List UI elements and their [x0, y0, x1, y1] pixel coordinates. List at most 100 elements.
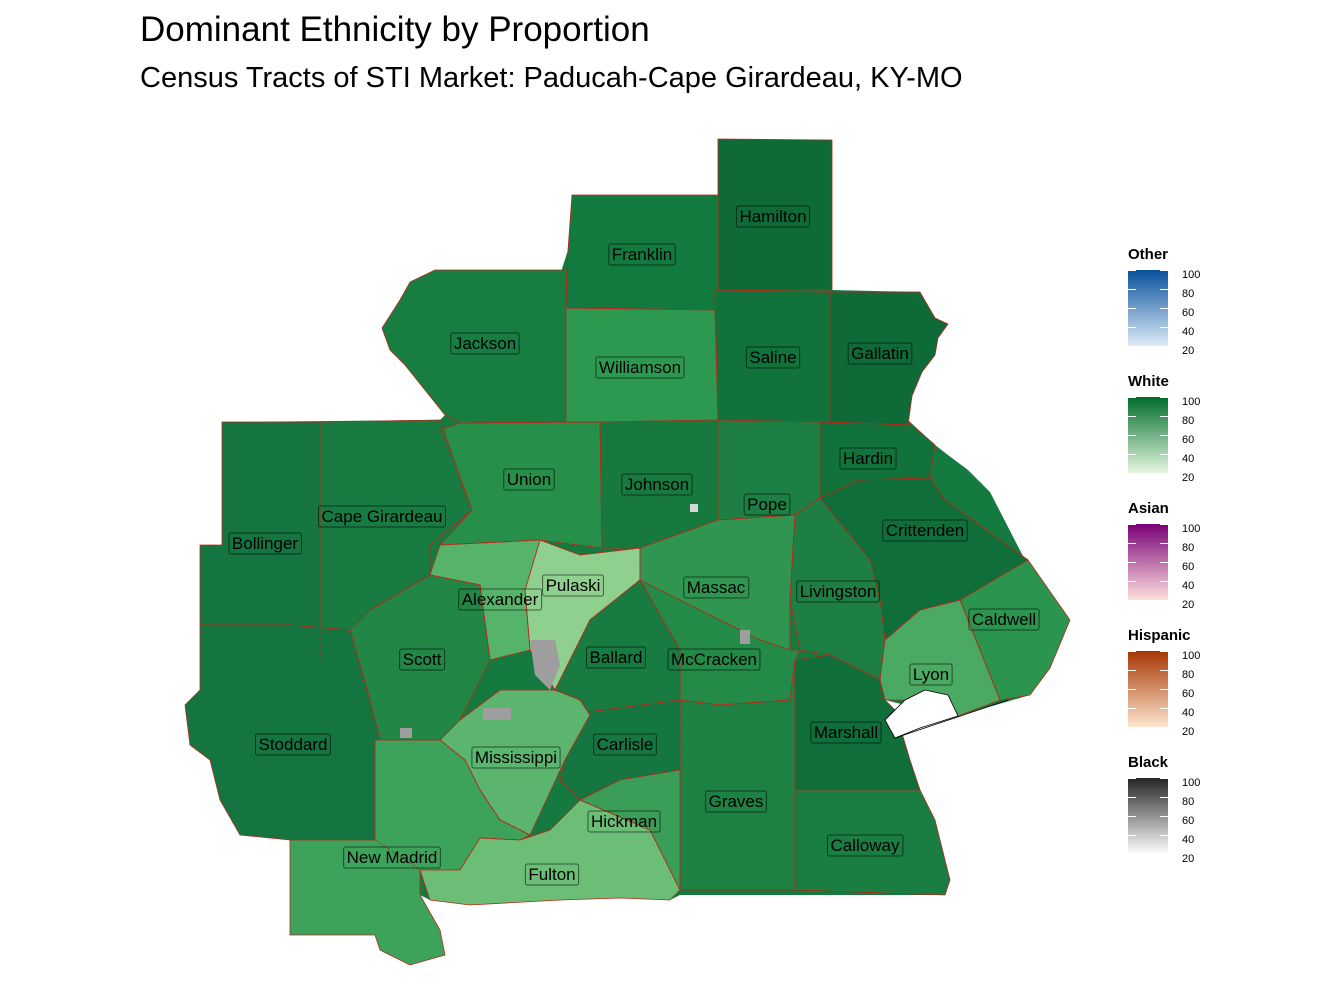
legend-tick-labels: 100 80 60 40 20 — [1182, 774, 1200, 869]
legend-tick-mark — [1128, 581, 1168, 582]
legend-tick-labels: 100 80 60 40 20 — [1182, 393, 1200, 488]
county-label-massac: Massac — [683, 576, 750, 599]
lyon-lake-area — [884, 689, 959, 739]
legend-tick-mark — [1128, 670, 1168, 671]
lake-outline-line — [894, 699, 1009, 739]
legend-tick-label: 40 — [1182, 834, 1195, 846]
legend-tick-label: 100 — [1182, 269, 1201, 281]
legend-tick-label: 20 — [1182, 853, 1195, 865]
county-label-hickman: Hickman — [587, 810, 661, 833]
county-label-text: Carlisle — [597, 735, 654, 754]
legend-tick-label: 60 — [1182, 815, 1195, 827]
legend-tick-mark — [1128, 835, 1168, 836]
legend-colorbar — [1128, 651, 1168, 728]
legend-tick-label: 60 — [1182, 434, 1195, 446]
county-label-calloway: Calloway — [827, 834, 904, 857]
county-label-bollinger: Bollinger — [228, 532, 302, 555]
legend-tick-label: 100 — [1182, 523, 1201, 535]
county-label-text: Hamilton — [739, 207, 806, 226]
legend: Other 100 80 60 40 20 White 100 80 60 40 20 Asian 100… — [1128, 246, 1328, 881]
county-label-hamilton: Hamilton — [735, 205, 811, 228]
legend-tick-mark — [1128, 327, 1168, 328]
legend-tick-mark — [1128, 473, 1168, 474]
county-label-mississippi: Mississippi — [471, 746, 561, 769]
county-label-box — [399, 648, 446, 671]
legend-colorbar — [1128, 524, 1168, 601]
legend-title: Asian — [1128, 500, 1169, 517]
legend-tick-mark — [1128, 308, 1168, 309]
county-label-text: Cape Girardeau — [322, 507, 443, 526]
legend-colorbar — [1128, 397, 1168, 474]
county-label-box — [593, 733, 657, 756]
legend-tick-mark — [1128, 854, 1168, 855]
county-label-box — [450, 332, 520, 355]
legend-tick-labels: 100 80 60 40 20 — [1182, 266, 1200, 361]
county-label-text: Scott — [403, 650, 442, 669]
legend-tick-mark — [1128, 562, 1168, 563]
county-label-text: Ballard — [590, 648, 643, 667]
legend-tick-mark — [1128, 289, 1168, 290]
legend-tick-mark — [1128, 435, 1168, 436]
legend-tick-label: 20 — [1182, 472, 1195, 484]
legend-tick-mark — [1128, 778, 1168, 779]
legend-tick-mark — [1128, 524, 1168, 525]
county-label-text: Gallatin — [851, 344, 909, 363]
county-label-stoddard: Stoddard — [255, 733, 331, 756]
county-label-text: Massac — [687, 578, 746, 597]
county-label-text: Hardin — [843, 449, 893, 468]
legend-tick-label: 60 — [1182, 561, 1195, 573]
legend-tick-label: 60 — [1182, 688, 1195, 700]
county-label-gallatin: Gallatin — [847, 342, 913, 365]
county-label-box — [745, 346, 801, 369]
county-label-box — [667, 648, 761, 671]
legend-tick-mark — [1128, 397, 1168, 398]
legend-tick-label: 80 — [1182, 796, 1195, 808]
county-label-text: Bollinger — [232, 534, 298, 553]
county-label-box — [587, 810, 661, 833]
county-label-scott: Scott — [399, 648, 446, 671]
county-label-text: Fulton — [528, 865, 575, 884]
legend-tick-label: 80 — [1182, 542, 1195, 554]
county-label-mccracken: McCracken — [667, 648, 761, 671]
county-label-box — [586, 646, 646, 669]
county-label-new-madrid: New Madrid — [343, 846, 441, 869]
legend-tick-label: 20 — [1182, 726, 1195, 738]
map-subtitle: Census Tracts of STI Market: Paducah-Cap… — [140, 62, 963, 94]
legend-tick-mark — [1128, 816, 1168, 817]
legend-tick-mark — [1128, 708, 1168, 709]
county-label-lyon: Lyon — [909, 663, 953, 686]
legend-colorbar — [1128, 778, 1168, 855]
county-label-livingston: Livingston — [796, 580, 880, 603]
county-label-text: Union — [507, 470, 551, 489]
legend-title: Black — [1128, 754, 1169, 771]
county-label-box — [796, 580, 880, 603]
county-label-marshall: Marshall — [810, 721, 882, 744]
county-label-text: Livingston — [800, 582, 877, 601]
county-label-alexander: Alexander — [458, 588, 543, 611]
legend-tick-mark — [1128, 346, 1168, 347]
county-label-text: Pulaski — [546, 576, 601, 595]
county-label-pulaski: Pulaski — [542, 574, 604, 597]
county-label-ballard: Ballard — [586, 646, 646, 669]
legend-tick-label: 20 — [1182, 345, 1195, 357]
county-label-text: Johnson — [625, 475, 689, 494]
county-label-box — [882, 519, 968, 542]
county-label-text: Calloway — [831, 836, 900, 855]
county-calloway — [794, 789, 951, 896]
black-dominant-tracts — [400, 504, 750, 738]
county-label-pope: Pope — [743, 493, 791, 516]
county-label-box — [343, 846, 441, 869]
county-label-text: Hickman — [591, 812, 657, 831]
county-label-saline: Saline — [745, 346, 801, 369]
legend-tick-mark — [1128, 689, 1168, 690]
county-label-franklin: Franklin — [608, 243, 676, 266]
county-label-box — [839, 447, 897, 470]
county-label-text: Saline — [749, 348, 796, 367]
legend-tick-mark — [1128, 270, 1168, 271]
county-label-caldwell: Caldwell — [968, 608, 1040, 631]
legend-group-asian: Asian 100 80 60 40 20 — [1128, 500, 1328, 627]
county-label-text: Crittenden — [886, 521, 964, 540]
county-label-box — [621, 473, 693, 496]
county-label-text: Lyon — [913, 665, 949, 684]
